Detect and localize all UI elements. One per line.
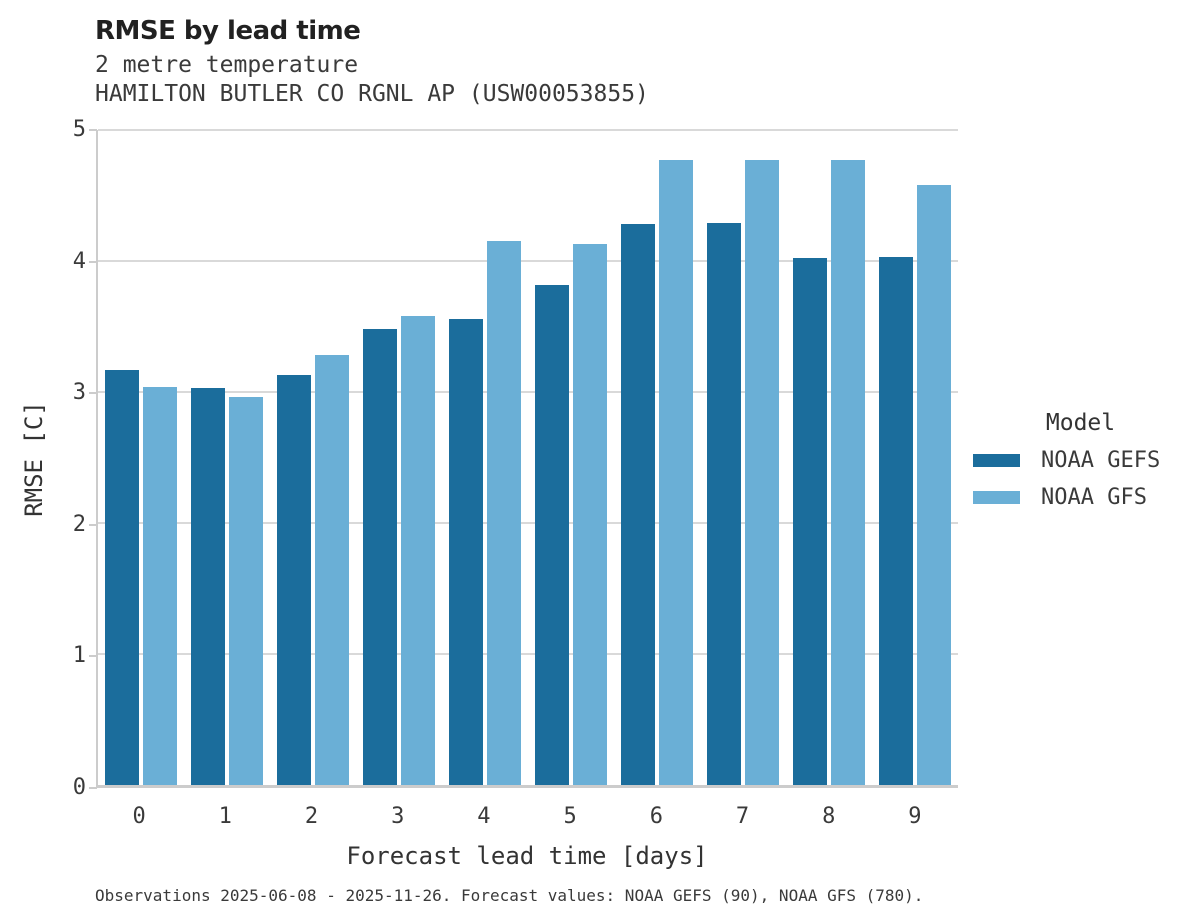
x-tick-label-4: 4 [477, 804, 491, 829]
legend-item-noaa-gfs: NOAA GFS [973, 484, 1188, 510]
x-tick-label-5: 5 [563, 804, 577, 829]
bar-noaa-gfs-lead-6 [659, 160, 693, 785]
bar-noaa-gefs-lead-4 [449, 318, 483, 785]
x-tick-label-3: 3 [391, 804, 405, 829]
y-tick-mark-4 [89, 260, 97, 263]
bar-noaa-gefs-lead-2 [277, 374, 311, 785]
x-axis-title: Forecast lead time [days] [346, 842, 708, 870]
bar-noaa-gefs-lead-8 [793, 258, 827, 785]
bar-group-lead-6 [614, 130, 700, 785]
legend-swatch-noaa-gfs [973, 490, 1020, 504]
bar-noaa-gefs-lead-7 [707, 223, 741, 785]
bar-group-lead-8 [786, 130, 872, 785]
bar-group-lead-3 [356, 130, 442, 785]
gridline-y-1 [98, 653, 958, 655]
bar-noaa-gefs-lead-3 [363, 329, 397, 785]
bar-noaa-gfs-lead-1 [229, 397, 263, 785]
y-tick-label-0: 0 [72, 775, 86, 800]
legend-item-noaa-gefs: NOAA GEFS [973, 447, 1188, 473]
bar-group-lead-0 [98, 130, 184, 785]
x-tick-label-8: 8 [822, 804, 836, 829]
y-tick-mark-0 [89, 787, 97, 789]
bar-noaa-gefs-lead-0 [105, 369, 139, 785]
bar-group-lead-2 [270, 130, 356, 785]
bar-noaa-gefs-lead-1 [191, 388, 225, 785]
y-tick-label-3: 3 [72, 380, 86, 406]
chart-subtitle-station: HAMILTON BUTLER CO RGNL AP (USW00053855) [95, 81, 649, 107]
x-tick-label-2: 2 [304, 804, 319, 829]
footer-note: Observations 2025-06-08 - 2025-11-26. Fo… [95, 886, 924, 905]
y-tick-label-5: 5 [72, 117, 86, 142]
gridline-y-4 [98, 260, 958, 262]
y-axis-title: RMSE [C] [20, 401, 48, 517]
bar-noaa-gfs-lead-7 [745, 160, 779, 785]
bar-noaa-gfs-lead-5 [573, 243, 607, 785]
gridline-y-3 [98, 391, 958, 393]
legend-label: NOAA GFS [1041, 484, 1147, 510]
y-tick-label-2: 2 [72, 511, 86, 537]
bars-layer [98, 130, 958, 785]
bar-noaa-gfs-lead-2 [315, 355, 349, 785]
gridline-y-5 [98, 129, 958, 131]
bar-group-lead-4 [442, 130, 528, 785]
y-tick-label-4: 4 [72, 248, 86, 274]
bar-noaa-gefs-lead-9 [879, 257, 913, 785]
legend-items: NOAA GEFS NOAA GFS [973, 447, 1188, 510]
chart-subtitle-variable: 2 metre temperature [95, 52, 359, 78]
x-tick-label-7: 7 [735, 804, 750, 829]
y-tick-mark-3 [89, 392, 97, 395]
legend-swatch-noaa-gefs [973, 453, 1020, 467]
legend-title: Model [1045, 410, 1116, 436]
x-tick-label-9: 9 [908, 804, 922, 829]
y-tick-mark-1 [89, 655, 97, 658]
bar-noaa-gfs-lead-9 [917, 185, 951, 785]
legend-label: NOAA GEFS [1041, 447, 1161, 473]
y-tick-label-1: 1 [72, 643, 86, 669]
bar-group-lead-5 [528, 130, 614, 785]
x-tick-row: 0 1 2 3 4 5 6 7 8 9 [96, 804, 958, 829]
y-tick-mark-5 [89, 129, 97, 131]
bar-group-lead-7 [700, 130, 786, 785]
x-tick-label-1: 1 [218, 804, 232, 829]
plot-area [96, 129, 958, 788]
x-tick-label-0: 0 [132, 804, 146, 829]
chart-title: RMSE by lead time [95, 16, 361, 46]
legend: Model NOAA GEFS NOAA GFS [973, 410, 1188, 522]
gridline-y-2 [98, 522, 958, 524]
x-tick-label-6: 6 [649, 804, 663, 829]
bar-noaa-gfs-lead-4 [487, 241, 521, 785]
bar-noaa-gefs-lead-6 [621, 224, 655, 785]
bar-noaa-gefs-lead-5 [535, 284, 569, 785]
bar-noaa-gfs-lead-8 [831, 160, 865, 785]
bar-noaa-gfs-lead-0 [143, 386, 177, 785]
bar-group-lead-9 [872, 130, 958, 785]
y-tick-mark-2 [89, 523, 97, 526]
bar-group-lead-1 [184, 130, 270, 785]
bar-noaa-gfs-lead-3 [401, 316, 435, 785]
